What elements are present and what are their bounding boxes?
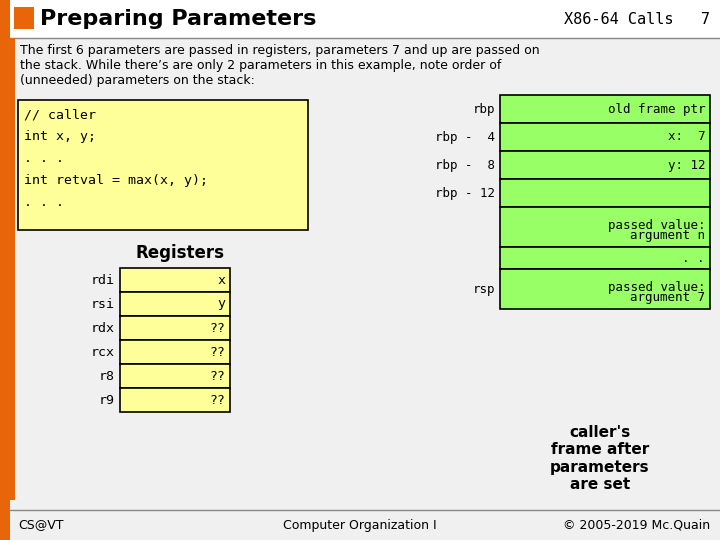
Bar	[120, 316, 230, 340]
Bar	[10, 38, 15, 500]
Text: CS@VT: CS@VT	[18, 518, 63, 531]
Bar	[500, 123, 710, 151]
Text: ??: ??	[209, 369, 225, 382]
Text: Preparing Parameters: Preparing Parameters	[40, 9, 316, 29]
Bar	[500, 269, 710, 309]
Text: (unneeded) parameters on the stack:: (unneeded) parameters on the stack:	[20, 74, 255, 87]
Bar	[500, 179, 710, 207]
Text: . .: . .	[683, 252, 705, 265]
Text: X86-64 Calls   7: X86-64 Calls 7	[564, 11, 710, 26]
Bar	[18, 100, 308, 230]
Bar	[500, 151, 710, 179]
Text: passed value:: passed value:	[608, 219, 705, 232]
Text: the stack. While there’s are only 2 parameters in this example, note order of: the stack. While there’s are only 2 para…	[20, 59, 501, 72]
Text: Registers: Registers	[135, 244, 225, 262]
Text: . . .: . . .	[24, 152, 64, 165]
Text: x: x	[217, 273, 225, 287]
Text: // caller: // caller	[24, 108, 96, 121]
Text: passed value:: passed value:	[608, 281, 705, 294]
Bar	[120, 292, 230, 316]
Text: © 2005-2019 Mc.Quain: © 2005-2019 Mc.Quain	[563, 518, 710, 531]
Text: r9: r9	[99, 394, 115, 407]
Text: Computer Organization I: Computer Organization I	[283, 518, 437, 531]
Text: ??: ??	[209, 321, 225, 334]
Text: old frame ptr: old frame ptr	[608, 103, 705, 116]
Bar	[14, 7, 34, 29]
Text: rsi: rsi	[91, 298, 115, 310]
Bar	[500, 207, 710, 247]
Text: ??: ??	[209, 346, 225, 359]
Text: rcx: rcx	[91, 346, 115, 359]
Text: rbp -  8: rbp - 8	[435, 159, 495, 172]
Bar	[500, 95, 710, 123]
Text: x:  7: x: 7	[667, 131, 705, 144]
Bar	[120, 268, 230, 292]
Text: caller's
frame after
parameters
are set: caller's frame after parameters are set	[550, 425, 650, 492]
Text: int retval = max(x, y);: int retval = max(x, y);	[24, 174, 208, 187]
Text: r8: r8	[99, 369, 115, 382]
Text: y: y	[217, 298, 225, 310]
Text: rsp: rsp	[472, 282, 495, 295]
Bar	[10, 0, 720, 38]
Text: rbp -  4: rbp - 4	[435, 131, 495, 144]
Bar	[120, 388, 230, 412]
Bar	[120, 340, 230, 364]
Text: int x, y;: int x, y;	[24, 130, 96, 143]
Text: rbp - 12: rbp - 12	[435, 186, 495, 199]
Text: ??: ??	[209, 394, 225, 407]
Bar	[120, 364, 230, 388]
Text: rdi: rdi	[91, 273, 115, 287]
Text: The first 6 parameters are passed in registers, parameters 7 and up are passed o: The first 6 parameters are passed in reg…	[20, 44, 539, 57]
Text: argument n: argument n	[630, 229, 705, 242]
Text: rbp: rbp	[472, 103, 495, 116]
Bar	[500, 247, 710, 269]
Text: argument 7: argument 7	[630, 291, 705, 304]
Bar	[0, 0, 10, 540]
Text: rdx: rdx	[91, 321, 115, 334]
Text: y: 12: y: 12	[667, 159, 705, 172]
Text: . . .: . . .	[24, 196, 64, 209]
